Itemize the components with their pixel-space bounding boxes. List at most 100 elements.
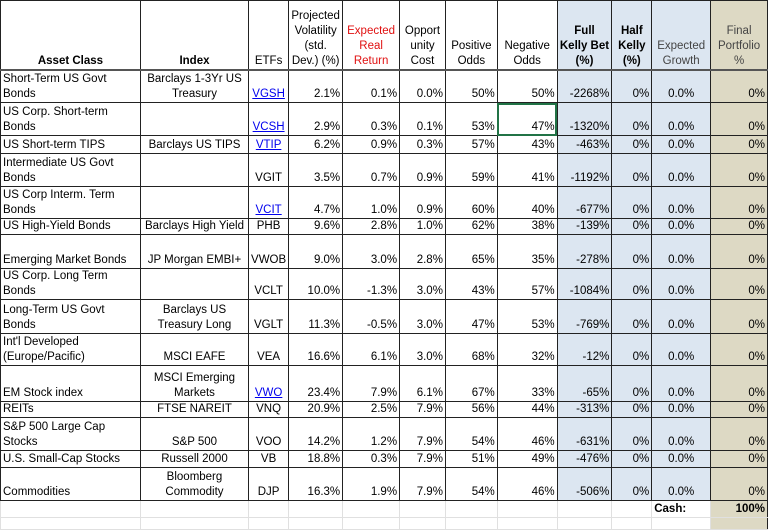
- cell-negative-odds[interactable]: 44%: [496, 401, 558, 418]
- cell-positive-odds[interactable]: 50%: [444, 69, 498, 103]
- cell-opportunity-cost[interactable]: 7.9%: [399, 450, 446, 468]
- cell-negative-odds[interactable]: 46%: [496, 467, 558, 501]
- cell-negative-odds[interactable]: 49%: [496, 450, 558, 468]
- cell-expected-return[interactable]: 7.9%: [342, 365, 401, 402]
- cell-expected-growth[interactable]: 0.0%: [651, 365, 712, 402]
- empty-cell[interactable]: [611, 500, 653, 518]
- cell-positive-odds[interactable]: 54%: [444, 417, 498, 451]
- cell-expected-growth[interactable]: 0.0%: [651, 186, 712, 219]
- cell-index[interactable]: [139, 186, 250, 219]
- cell-index[interactable]: FTSE NAREIT: [139, 401, 250, 418]
- cell-full-kelly[interactable]: -139%: [556, 218, 613, 235]
- cell-etf[interactable]: VCIT: [248, 186, 290, 219]
- empty-cell[interactable]: [399, 500, 446, 518]
- cell-opportunity-cost[interactable]: 0.1%: [399, 102, 446, 136]
- cell-volatility[interactable]: 14.2%: [288, 417, 344, 451]
- cell-expected-growth[interactable]: 0.0%: [651, 467, 712, 501]
- cell-etf[interactable]: VCLT: [248, 268, 290, 300]
- cell-asset-class[interactable]: EM Stock index: [0, 365, 141, 402]
- cell-negative-odds[interactable]: 53%: [496, 299, 558, 334]
- cell-final-portfolio[interactable]: 0%: [710, 102, 768, 136]
- cell-positive-odds[interactable]: 68%: [444, 333, 498, 366]
- cell-volatility[interactable]: 16.6%: [288, 333, 344, 366]
- cell-etf[interactable]: VWO: [248, 365, 290, 402]
- cell-etf[interactable]: PHB: [248, 218, 290, 235]
- cell-full-kelly[interactable]: -677%: [556, 186, 613, 219]
- cell-final-portfolio[interactable]: 0%: [710, 333, 768, 366]
- cell-index[interactable]: Barclays US Treasury Long: [139, 299, 250, 334]
- cell-final-portfolio[interactable]: 0%: [710, 135, 768, 154]
- cell-volatility[interactable]: 16.3%: [288, 467, 344, 501]
- cell-asset-class[interactable]: Commodities: [0, 467, 141, 501]
- cell-final-portfolio[interactable]: 0%: [710, 450, 768, 468]
- empty-cell[interactable]: [0, 500, 141, 518]
- cell-final-portfolio[interactable]: 0%: [710, 186, 768, 219]
- cell-half-kelly[interactable]: 0%: [611, 69, 653, 103]
- cell-half-kelly[interactable]: 0%: [611, 268, 653, 300]
- empty-cell[interactable]: [444, 517, 498, 530]
- header-positive-odds[interactable]: Positive Odds: [444, 0, 498, 71]
- cell-half-kelly[interactable]: 0%: [611, 401, 653, 418]
- cell-full-kelly[interactable]: -2268%: [556, 69, 613, 103]
- cell-half-kelly[interactable]: 0%: [611, 417, 653, 451]
- cell-negative-odds[interactable]: 38%: [496, 218, 558, 235]
- cell-expected-growth[interactable]: 0.0%: [651, 450, 712, 468]
- cell-etf[interactable]: VCSH: [248, 102, 290, 136]
- cell-positive-odds[interactable]: 51%: [444, 450, 498, 468]
- cell-index[interactable]: Barclays US TIPS: [139, 135, 250, 154]
- cell-volatility[interactable]: 10.0%: [288, 268, 344, 300]
- cell-expected-return[interactable]: 0.9%: [342, 135, 401, 154]
- cell-etf[interactable]: VTIP: [248, 135, 290, 154]
- cell-etf[interactable]: VGLT: [248, 299, 290, 334]
- cell-negative-odds[interactable]: 43%: [496, 135, 558, 154]
- cell-half-kelly[interactable]: 0%: [611, 102, 653, 136]
- cell-expected-return[interactable]: 6.1%: [342, 333, 401, 366]
- cell-negative-odds[interactable]: 46%: [496, 417, 558, 451]
- cell-positive-odds[interactable]: 54%: [444, 467, 498, 501]
- cell-expected-growth[interactable]: 0.0%: [651, 153, 712, 187]
- cell-asset-class[interactable]: Emerging Market Bonds: [0, 234, 141, 269]
- cell-asset-class[interactable]: Intermediate US Govt Bonds: [0, 153, 141, 187]
- cell-opportunity-cost[interactable]: 0.0%: [399, 69, 446, 103]
- cell-full-kelly[interactable]: -476%: [556, 450, 613, 468]
- cell-asset-class[interactable]: U.S. Small-Cap Stocks: [0, 450, 141, 468]
- cell-index[interactable]: S&P 500: [139, 417, 250, 451]
- cell-expected-growth[interactable]: 0.0%: [651, 69, 712, 103]
- cell-half-kelly[interactable]: 0%: [611, 186, 653, 219]
- cell-full-kelly[interactable]: -65%: [556, 365, 613, 402]
- empty-cell[interactable]: [0, 517, 141, 530]
- cell-volatility[interactable]: 23.4%: [288, 365, 344, 402]
- etf-link[interactable]: VTIP: [255, 139, 282, 151]
- empty-cell[interactable]: [139, 500, 250, 518]
- cell-full-kelly[interactable]: -463%: [556, 135, 613, 154]
- cell-negative-odds[interactable]: 57%: [496, 268, 558, 300]
- empty-cell[interactable]: [496, 517, 558, 530]
- cell-index[interactable]: Barclays High Yield: [139, 218, 250, 235]
- cell-etf[interactable]: DJP: [248, 467, 290, 501]
- cell-positive-odds[interactable]: 57%: [444, 135, 498, 154]
- cell-final-portfolio[interactable]: 0%: [710, 69, 768, 103]
- cell-positive-odds[interactable]: 43%: [444, 268, 498, 300]
- cell-expected-return[interactable]: 0.3%: [342, 102, 401, 136]
- cell-full-kelly[interactable]: -631%: [556, 417, 613, 451]
- header-index[interactable]: Index: [139, 0, 250, 71]
- cell-opportunity-cost[interactable]: 3.0%: [399, 299, 446, 334]
- cell-asset-class[interactable]: Int'l Developed (Europe/Pacific): [0, 333, 141, 366]
- cell-etf[interactable]: VWOB: [248, 234, 290, 269]
- empty-cell[interactable]: [288, 517, 344, 530]
- cell-negative-odds[interactable]: 50%: [496, 69, 558, 103]
- header-negative-odds[interactable]: Negative Odds: [496, 0, 558, 71]
- cell-negative-odds[interactable]: 47%: [496, 102, 558, 136]
- cell-etf[interactable]: VGSH: [248, 69, 290, 103]
- cell-positive-odds[interactable]: 67%: [444, 365, 498, 402]
- cell-opportunity-cost[interactable]: 7.9%: [399, 401, 446, 418]
- cell-asset-class[interactable]: US Corp Interm. Term Bonds: [0, 186, 141, 219]
- cell-positive-odds[interactable]: 56%: [444, 401, 498, 418]
- cell-volatility[interactable]: 11.3%: [288, 299, 344, 334]
- cell-half-kelly[interactable]: 0%: [611, 365, 653, 402]
- cell-etf[interactable]: VEA: [248, 333, 290, 366]
- cell-expected-return[interactable]: -1.3%: [342, 268, 401, 300]
- cell-expected-growth[interactable]: 0.0%: [651, 401, 712, 418]
- cell-etf[interactable]: VOO: [248, 417, 290, 451]
- cell-volatility[interactable]: 18.8%: [288, 450, 344, 468]
